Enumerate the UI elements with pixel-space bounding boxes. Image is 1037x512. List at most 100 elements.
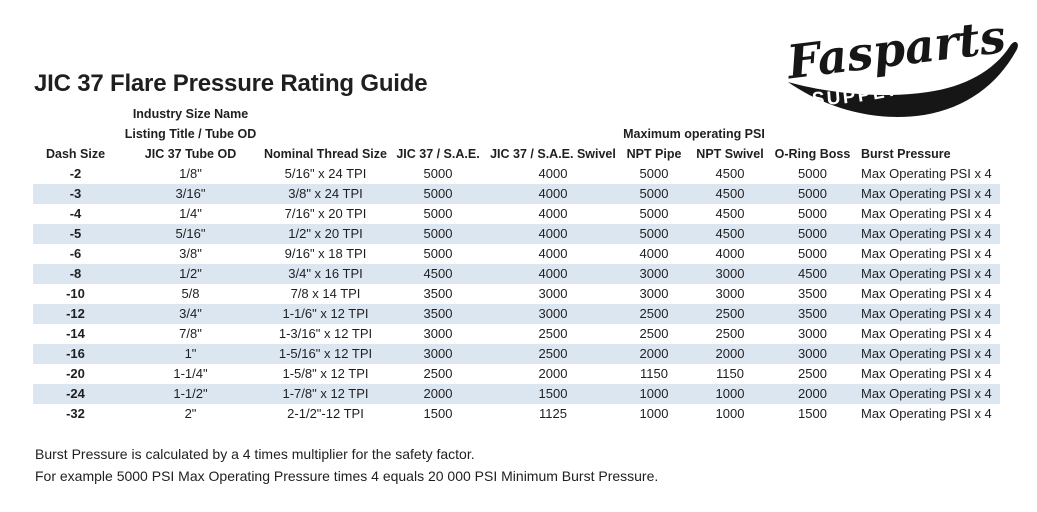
- table-cell: 5000: [423, 246, 453, 261]
- table-cell: -4: [69, 206, 82, 221]
- page-title: JIC 37 Flare Pressure Rating Guide: [34, 70, 428, 97]
- table-cell: 2000: [538, 366, 568, 381]
- table-cell: 1000: [715, 406, 745, 421]
- table-cell: 3/8": [179, 246, 202, 261]
- table-cell: 5000: [639, 206, 669, 221]
- table-row: -2 1/8" 5/16" x 24 TPI 5000 4000 5000 4500 5000…: [33, 164, 1000, 184]
- column-header-dash-size: Dash Size: [45, 147, 106, 161]
- table-cell: 1-1/6" x 12 TPI: [282, 306, 369, 321]
- footer-notes: Burst Pressure is calculated by a 4 time…: [35, 444, 658, 487]
- table-cell: 5000: [639, 226, 669, 241]
- table-cell: 3000: [538, 286, 568, 301]
- table-row: -24 1-1/2" 1-7/8" x 12 TPI 2000 1500 1000 1000…: [33, 384, 1000, 404]
- table-row: -12 3/4" 1-1/6" x 12 TPI 3500 3000 2500 2500 35…: [33, 304, 1000, 324]
- table-cell: 5000: [423, 226, 453, 241]
- column-header-tube-od: JIC 37 Tube OD: [144, 147, 237, 161]
- table-cell: 1150: [640, 366, 668, 381]
- table-cell: 4000: [715, 246, 745, 261]
- table-cell: 4500: [798, 266, 827, 281]
- table-cell: 3000: [715, 266, 745, 281]
- table-cell: 3000: [423, 326, 453, 341]
- table-cell: 4000: [538, 166, 568, 181]
- column-header-thread-size: Nominal Thread Size: [264, 147, 387, 161]
- table-cell: 3000: [538, 306, 568, 321]
- table-cell: 4000: [538, 246, 568, 261]
- table-row: -8 1/2" 3/4" x 16 TPI 4500 4000 3000 3000 4500 M…: [33, 264, 1000, 284]
- table-cell: -16: [66, 346, 85, 361]
- table-cell: 4000: [639, 246, 669, 261]
- table-cell: 2000: [715, 346, 745, 361]
- table-cell: Max Operating PSI x 4: [861, 266, 992, 281]
- table-cell: -14: [66, 326, 85, 341]
- table-cell: 5/16": [175, 226, 206, 241]
- table-cell: 1/2" x 20 TPI: [288, 226, 363, 241]
- header-max-operating-psi: Maximum operating PSI: [623, 127, 765, 141]
- header-spacer: [33, 104, 118, 124]
- table-cell: Max Operating PSI x 4: [861, 166, 992, 181]
- table-cell: 1-7/8" x 12 TPI: [282, 386, 369, 401]
- table-cell: 5000: [798, 246, 827, 261]
- table-cell: 2500: [639, 306, 669, 321]
- table-cell: 1125: [539, 406, 567, 421]
- table-cell: 5/16" x 24 TPI: [284, 166, 367, 181]
- table-cell: 2500: [538, 326, 568, 341]
- pressure-rating-table: Industry Size Name Listing Title / Tube …: [33, 104, 1000, 424]
- table-row: -32 2" 2-1/2"-12 TPI 1500 1125 1000 1000 1500 Ma…: [33, 404, 1000, 424]
- table-cell: 1": [184, 346, 197, 361]
- column-header-npt-pipe: NPT Pipe: [626, 147, 682, 161]
- table-cell: 1-3/16" x 12 TPI: [278, 326, 373, 341]
- brand-logo-graphic: Fasparts Supply co.: [782, 9, 1018, 118]
- table-cell: Max Operating PSI x 4: [861, 366, 992, 381]
- table-row: -4 1/4" 7/16" x 20 TPI 5000 4000 5000 4500 5000…: [33, 204, 1000, 224]
- table-row: -3 3/16" 3/8" x 24 TPI 5000 4000 5000 4500 5000…: [33, 184, 1000, 204]
- table-cell: 3500: [423, 286, 453, 301]
- table-cell: 1-1/4": [173, 366, 208, 381]
- table-cell: 2": [184, 406, 197, 421]
- table-cell: 2500: [423, 366, 453, 381]
- table-cell: 5000: [798, 206, 827, 221]
- table-cell: 3500: [798, 286, 827, 301]
- table-cell: 3/4" x 16 TPI: [288, 266, 363, 281]
- table-cell: 3/8" x 24 TPI: [288, 186, 363, 201]
- table-cell: -8: [69, 266, 82, 281]
- table-cell: -5: [69, 226, 82, 241]
- logo-swoosh-shape: [788, 41, 1018, 118]
- table-cell: 1500: [538, 386, 568, 401]
- table-cell: Max Operating PSI x 4: [861, 406, 992, 421]
- footer-note-line-2: For example 5000 PSI Max Operating Press…: [35, 467, 659, 484]
- table-cell: 1500: [423, 406, 453, 421]
- table-cell: 7/8 x 14 TPI: [290, 286, 361, 301]
- table-cell: -2: [69, 166, 82, 181]
- column-header-oring-boss: O-Ring Boss: [774, 147, 851, 161]
- table-cell: 3000: [639, 266, 669, 281]
- table-cell: 1-1/2": [173, 386, 208, 401]
- table-cell: 7/8": [179, 326, 202, 341]
- column-header-npt-swivel: NPT Swivel: [696, 147, 764, 161]
- table-cell: 4500: [715, 226, 745, 241]
- header-row-3: Dash Size JIC 37 Tube OD Nominal Thread …: [33, 144, 1000, 164]
- table-cell: -3: [69, 186, 82, 201]
- header-spacer: [33, 124, 118, 144]
- table-cell: 2500: [639, 326, 669, 341]
- table-row: -10 5/8 7/8 x 14 TPI 3500 3000 3000 3000 3500 Ma…: [33, 284, 1000, 304]
- table-cell: 1/4": [179, 206, 202, 221]
- table-row: -6 3/8" 9/16" x 18 TPI 5000 4000 4000 4000 5000…: [33, 244, 1000, 264]
- table-cell: -20: [66, 366, 85, 381]
- table-cell: 4500: [715, 206, 745, 221]
- table-cell: 5000: [423, 186, 453, 201]
- table-cell: -6: [69, 246, 82, 261]
- table-cell: 9/16" x 18 TPI: [284, 246, 367, 261]
- table-cell: 3/16": [175, 186, 206, 201]
- table-cell: 3500: [423, 306, 453, 321]
- table-cell: Max Operating PSI x 4: [861, 386, 992, 401]
- table-cell: 2500: [798, 366, 827, 381]
- table-cell: 4000: [538, 186, 568, 201]
- table-cell: 1-5/8" x 12 TPI: [282, 366, 369, 381]
- table-cell: 5/8: [181, 286, 200, 301]
- table-cell: 3/4": [179, 306, 202, 321]
- table-cell: 2000: [423, 386, 453, 401]
- table-cell: 3000: [423, 346, 453, 361]
- table-cell: Max Operating PSI x 4: [861, 286, 992, 301]
- table-cell: 1-5/16" x 12 TPI: [278, 346, 373, 361]
